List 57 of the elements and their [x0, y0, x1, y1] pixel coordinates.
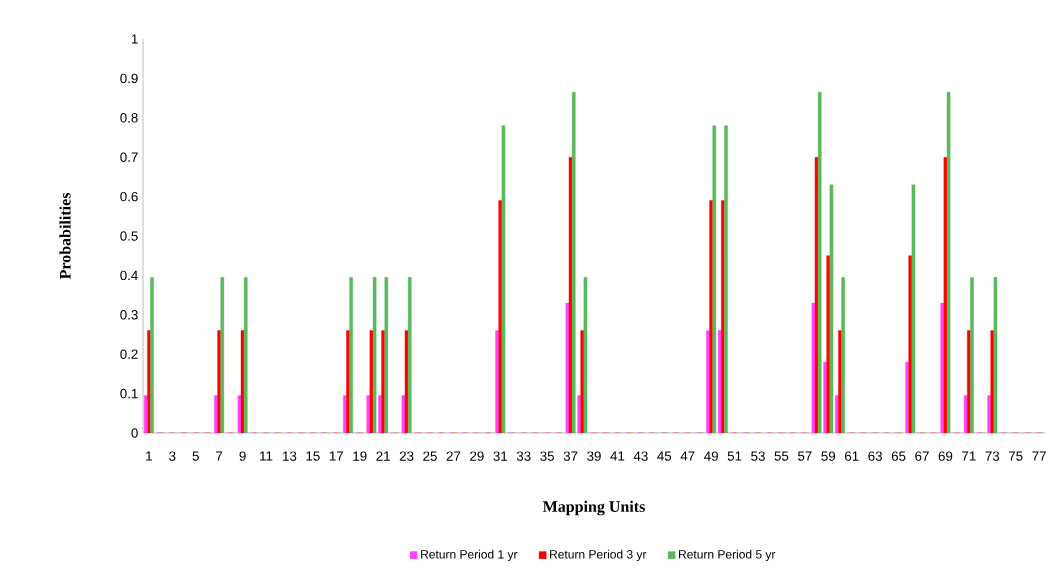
x-tick-label: 11 [260, 451, 273, 461]
legend-label: Return Period 1 yr [421, 549, 518, 561]
y-tick-label: 0.8 [120, 113, 138, 123]
x-tick-label: 15 [306, 451, 320, 461]
legend-label: Return Period 3 yr [550, 549, 647, 561]
x-tick-label: 45 [657, 451, 672, 461]
y-tick-label: 0.6 [120, 191, 138, 202]
x-tick-label: 7 [216, 451, 223, 461]
y-tick-label: 0.9 [120, 73, 138, 84]
x-tick-label: 73 [985, 451, 1000, 461]
y-tick-label: 0.5 [120, 231, 138, 241]
x-tick-label: 29 [470, 451, 484, 461]
x-tick-label: 59 [821, 451, 836, 461]
bar [717, 330, 722, 433]
y-tick-label: 1 [131, 34, 138, 44]
x-tick-label: 51 [727, 451, 742, 461]
x-tick-label: 13 [283, 451, 297, 461]
x-tick-label: 39 [587, 451, 601, 461]
legend-label: Return Period 5 yr [679, 549, 776, 561]
x-tick-label: 75 [1008, 451, 1023, 461]
x-tick-label: 65 [891, 451, 906, 461]
y-tick-label: 0.2 [120, 349, 138, 359]
x-tick-label: 63 [868, 451, 882, 461]
x-tick-label: 19 [353, 451, 367, 461]
x-tick-label: 67 [915, 451, 929, 461]
x-tick-label: 1 [146, 451, 152, 461]
x-tick-label: 43 [633, 451, 648, 461]
x-tick-label: 53 [751, 451, 765, 461]
x-tick-label: 3 [169, 451, 176, 461]
x-tick-label: 77 [1032, 451, 1046, 461]
x-tick-label: 33 [516, 451, 531, 461]
x-tick-label: 31 [493, 451, 508, 461]
x-tick-label: 71 [962, 451, 976, 461]
y-tick-label: 0.7 [120, 152, 138, 162]
bar [963, 395, 968, 433]
x-tick-label: 69 [938, 451, 953, 461]
x-tick-label: 23 [399, 451, 414, 461]
x-tick-label: 41 [610, 451, 625, 461]
x-tick-label: 9 [239, 451, 246, 461]
x-tick-label: 35 [540, 451, 554, 461]
x-tick-label: 55 [774, 451, 789, 461]
x-tick-label: 49 [704, 451, 718, 461]
x-tick-label: 21 [376, 451, 390, 461]
y-axis-title: Probabilities [59, 192, 71, 280]
x-tick-label: 61 [844, 451, 859, 461]
x-tick-label: 27 [446, 451, 461, 461]
x-tick-label: 5 [192, 451, 199, 461]
x-tick-label: 37 [563, 451, 578, 461]
x-tick-label: 25 [423, 451, 437, 461]
x-tick-label: 47 [680, 451, 695, 461]
y-tick-label: 0.4 [120, 270, 138, 281]
x-tick-label: 57 [797, 451, 812, 461]
y-tick-label: 0 [131, 428, 138, 438]
y-tick-label: 0.3 [120, 310, 138, 320]
x-axis-title: Mapping Units [542, 500, 645, 516]
x-tick-label: 17 [329, 451, 344, 461]
y-tick-label: 0.1 [120, 388, 138, 399]
